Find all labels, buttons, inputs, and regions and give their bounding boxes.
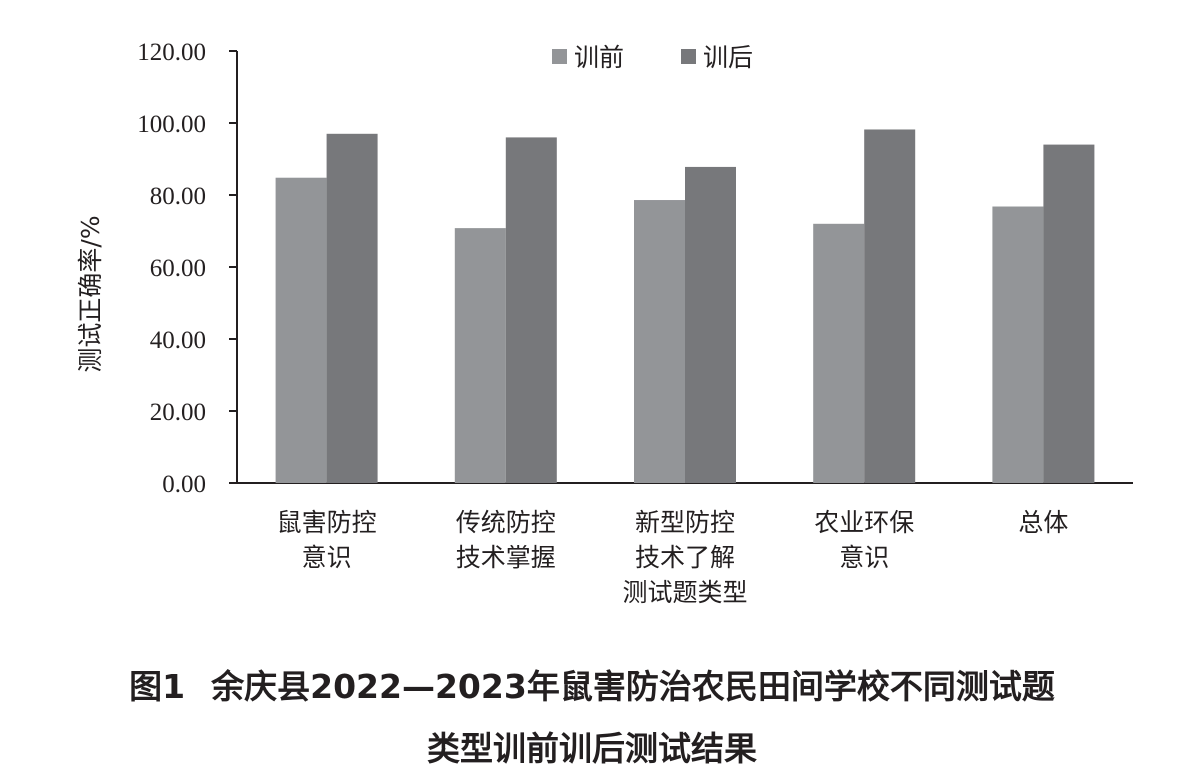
bar-after-4	[1043, 144, 1095, 483]
y-axis-label: 测试正确率/%	[76, 215, 105, 372]
x-category-label: 总体	[1018, 508, 1068, 537]
y-tick-label: 120.00	[137, 39, 206, 66]
bar-before-2	[634, 200, 685, 484]
figure-caption-line-2: 类型训前训后测试结果	[0, 722, 1184, 770]
x-category-label: 新型防控	[635, 508, 735, 537]
bar-chart: 0.00 20.00 40.00 60.00 80.00 100.00 120.00 鼠害防…	[76, 39, 1133, 607]
x-category-label: 测试题类型	[622, 578, 747, 607]
figure-caption-line-1: 图1 余庆县2022—2023年鼠害防治农民田间学校不同测试题	[0, 660, 1184, 708]
bar-before-1	[454, 228, 506, 483]
x-category-label: 传统防控	[456, 508, 556, 537]
chart-legend: 训前 训后	[552, 43, 753, 72]
legend-label: 训后	[703, 43, 753, 72]
bar-after-0	[326, 133, 378, 484]
y-tick-label: 60.00	[150, 255, 206, 282]
chart-bars	[275, 129, 1095, 484]
x-category-label: 意识	[302, 543, 352, 572]
y-tick-label: 40.00	[150, 327, 206, 354]
x-category-label: 技术了解	[635, 543, 735, 572]
bar-before-4	[992, 206, 1044, 483]
x-category-label: 意识	[839, 543, 889, 572]
y-tick-label: 20.00	[150, 399, 206, 426]
x-category-label: 鼠害防控	[277, 508, 377, 537]
x-category-label: 技术掌握	[456, 543, 556, 572]
y-tick-label: 80.00	[150, 183, 206, 210]
caption-text-2: 类型训前训后测试结果	[427, 729, 757, 768]
bar-after-3	[864, 129, 916, 484]
x-category-label: 农业环保	[814, 508, 914, 537]
legend-label: 训前	[574, 43, 624, 72]
bar-after-1	[505, 137, 557, 483]
figure-number: 图1	[129, 667, 186, 706]
legend-swatch	[681, 49, 696, 64]
bar-before-0	[275, 177, 327, 483]
caption-text-1: 余庆县2022—2023年鼠害防治农民田间学校不同测试题	[211, 667, 1055, 706]
legend-swatch	[552, 49, 567, 64]
y-tick-labels: 0.00 20.00 40.00 60.00 80.00 100.00 120.00	[137, 39, 206, 498]
y-tick-label: 0.00	[162, 471, 206, 498]
y-tick-label: 100.00	[137, 111, 206, 138]
bar-before-3	[813, 223, 865, 484]
bar-after-2	[685, 166, 736, 484]
